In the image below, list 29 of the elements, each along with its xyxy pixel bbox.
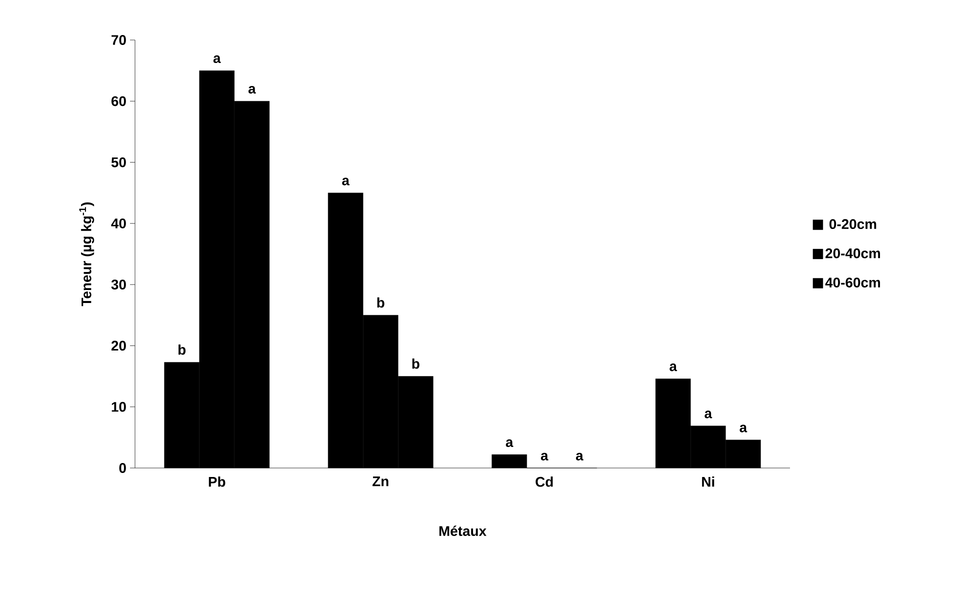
y-tick-label: 70 xyxy=(112,35,126,45)
y-tick-label: 30 xyxy=(111,280,126,290)
data-label: a xyxy=(506,439,514,448)
data-label: b xyxy=(377,297,384,308)
legend-label: 0-20cm xyxy=(829,219,876,230)
y-tick-label: 0 xyxy=(119,463,126,473)
y-tick-label: 50 xyxy=(111,157,126,168)
x-axis-title: Métaux xyxy=(439,526,486,536)
data-label: a xyxy=(342,178,350,186)
data-label: b xyxy=(412,358,420,369)
data-label: b xyxy=(178,344,186,355)
data-label: a xyxy=(704,410,712,418)
x-tick-label: Cd xyxy=(536,476,553,487)
data-label: a xyxy=(213,55,221,64)
x-tick-label: Pb xyxy=(208,476,226,487)
data-label: a xyxy=(740,424,748,432)
data-label: a xyxy=(540,452,548,460)
legend-label: 40-60cm xyxy=(825,278,880,288)
data-label: a xyxy=(248,86,256,94)
y-tick-label: 20 xyxy=(111,340,126,351)
data-label: a xyxy=(576,452,584,460)
y-tick-label: 10 xyxy=(112,402,126,412)
y-tick-label: 60 xyxy=(111,96,126,106)
legend-label: 20-40cm xyxy=(826,248,880,258)
y-tick-label: 40 xyxy=(111,218,126,228)
x-tick-label: Ni xyxy=(702,476,714,487)
data-label: a xyxy=(670,364,678,372)
x-tick-label: Zn xyxy=(372,476,388,486)
y-axis-title: Teneur (µg kg$^{-1}$) xyxy=(79,202,94,306)
